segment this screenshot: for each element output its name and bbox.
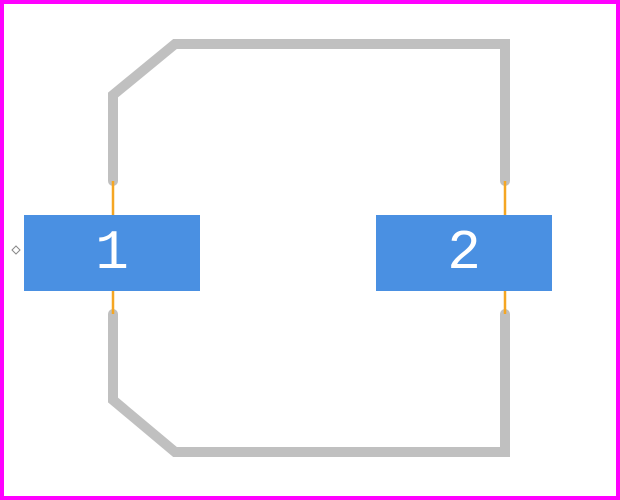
outline-bottom-path — [113, 314, 505, 452]
origin-marker-icon — [12, 246, 20, 254]
origin-marker-shape — [12, 246, 20, 254]
pad-1-label: 1 — [95, 221, 129, 285]
outline-top-path — [113, 44, 505, 181]
pad-2: 2 — [376, 215, 552, 291]
pad-2-label: 2 — [447, 221, 481, 285]
pad-1: 1 — [24, 215, 200, 291]
